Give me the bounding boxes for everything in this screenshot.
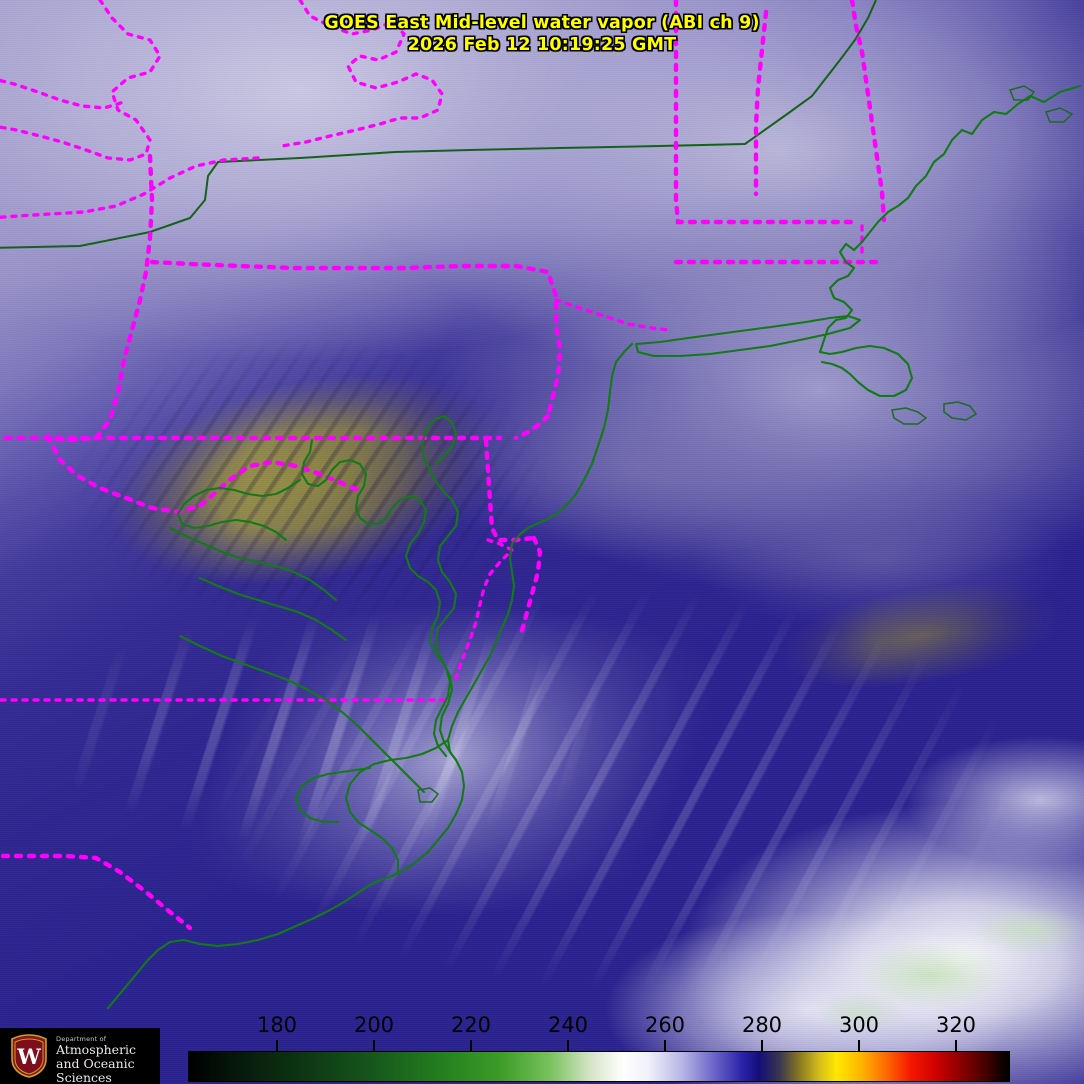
colorbar-tick-mark [761, 1040, 763, 1051]
coastline-islands-maine-offshore [1008, 85, 1036, 101]
logo-line-oceanic: and Oceanic Sciences [56, 1056, 135, 1084]
coastline-new-jersey [518, 342, 634, 536]
colorbar-tick-label: 300 [838, 1013, 880, 1037]
state-border-segment [0, 0, 163, 162]
logo-text-block: Department of Atmospheric and Oceanic Sc… [56, 1035, 160, 1084]
state-border-new-england [673, 0, 859, 225]
colorbar-tick-mark [276, 1040, 278, 1051]
colorbar-tick-label: 180 [256, 1013, 298, 1037]
coastline-islands-nantucket [891, 407, 928, 425]
state-border-nh-me [849, 0, 887, 223]
state-border-segment [280, 0, 444, 148]
state-border-vt-nh [753, 9, 769, 197]
logo-line-department: Department of [56, 1035, 107, 1043]
coastline-chesapeake-west [300, 438, 458, 762]
coastline-sound-island [417, 787, 440, 803]
colorbar-tick-mark [664, 1040, 666, 1051]
colorbar-tick-label: 320 [935, 1013, 977, 1037]
state-border-ny-pa [0, 153, 155, 443]
coastline-potomac [168, 526, 338, 602]
coastline-upper-chesapeake [420, 414, 458, 472]
colorbar-tick-mark [567, 1040, 569, 1051]
coastline-islands-maine-offshore-2 [1044, 107, 1074, 123]
state-border-pa-ny-north [149, 259, 563, 419]
coastline-long-island [634, 314, 862, 358]
state-border-va-east [517, 535, 543, 641]
colorbar-tick-label: 260 [644, 1013, 686, 1037]
coastline-outer-banks [106, 758, 466, 1010]
coastline-cape-cod [818, 344, 914, 398]
colorbar-tick-mark [373, 1040, 375, 1051]
colorbar-tick-label: 200 [353, 1013, 395, 1037]
colorbar-tick-label: 280 [741, 1013, 783, 1037]
coastline-delmarva-east [446, 532, 522, 762]
coastline-islands-vineyard [943, 401, 978, 421]
state-border-segment [0, 156, 260, 219]
state-border-delmarva [454, 538, 515, 680]
coastline-delmarva-west [428, 468, 460, 758]
state-border-nj-ny [554, 298, 670, 332]
coastline-new-england [818, 84, 1082, 354]
state-border-nc-sc [0, 853, 193, 931]
coastline-chesapeake-fingers [176, 478, 302, 542]
state-border-segment [0, 78, 126, 110]
coastline-rappahannock [198, 576, 348, 642]
colorbar-tick-marks [0, 1040, 1084, 1051]
colorbar-tick-labels: 180 200 220 240 260 280 300 320 [0, 1012, 1084, 1038]
colorbar-tick-mark [470, 1040, 472, 1051]
colorbar-tick-mark [858, 1040, 860, 1051]
coastline-albemarle-sound [294, 766, 372, 824]
uw-aos-logo[interactable]: W Department of Atmospheric and Oceanic … [0, 1028, 160, 1084]
coastline-james-river [178, 634, 426, 794]
colorbar-legend: 180 200 220 240 260 280 300 320 [0, 1012, 1084, 1084]
state-border-pa-east [513, 413, 551, 441]
colorbar-gradient [188, 1051, 1010, 1082]
colorbar-tick-mark [955, 1040, 957, 1051]
state-border-md-wv [45, 433, 365, 515]
state-border-va-north [483, 437, 537, 543]
colorbar-tick-label: 240 [547, 1013, 589, 1037]
uw-crest-icon: W [11, 1034, 47, 1078]
national-border-line [0, 0, 877, 249]
colorbar-tick-label: 220 [450, 1013, 492, 1037]
logo-line-atmospheric: Atmospheric [56, 1042, 137, 1057]
coastline-pamlico-sound [344, 738, 450, 876]
crest-letter: W [16, 1044, 41, 1069]
